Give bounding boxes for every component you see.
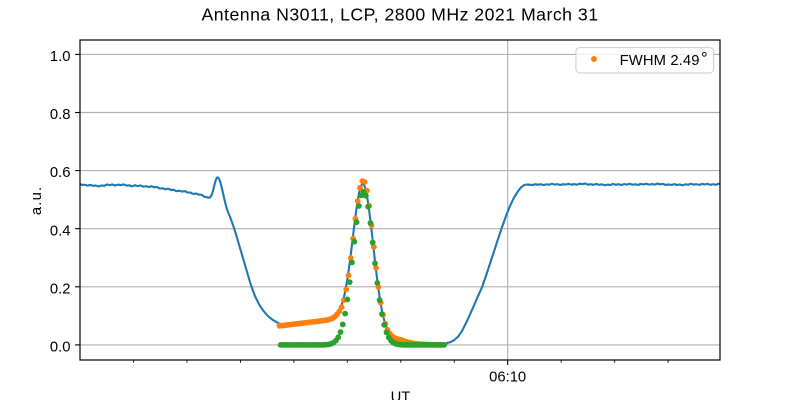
- svg-text:0.4: 0.4: [50, 223, 71, 239]
- svg-text:0.6: 0.6: [50, 165, 71, 181]
- svg-text:06:10: 06:10: [489, 370, 526, 386]
- svg-text:1.0: 1.0: [50, 49, 71, 65]
- svg-text:0.2: 0.2: [50, 281, 71, 297]
- svg-text:FWHM 2.49: FWHM 2.49: [620, 53, 700, 69]
- svg-text:a.u.: a.u.: [29, 186, 45, 215]
- svg-text:0.0: 0.0: [50, 340, 71, 356]
- svg-text:UT: UT: [391, 389, 411, 400]
- svg-text:0.8: 0.8: [50, 107, 71, 123]
- svg-text:Antenna N3011, LCP, 2800 MHz 2: Antenna N3011, LCP, 2800 MHz 2021 March …: [201, 4, 598, 24]
